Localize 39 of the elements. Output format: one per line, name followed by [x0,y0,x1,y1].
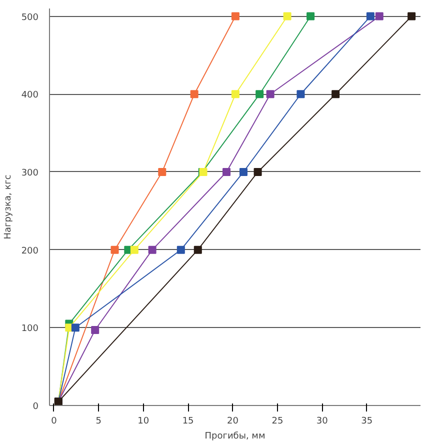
point [366,12,374,20]
x-tick-label: 30 [316,416,328,426]
x-tick-label: 0 [51,416,58,426]
x-tick-label: 10 [138,416,150,426]
point [231,90,240,98]
y-tick-label: 0 [32,402,39,412]
point [408,12,416,20]
point [110,246,119,254]
point [130,246,138,254]
point [176,246,185,254]
x-tick-label: 20 [227,416,239,426]
y-tick-label: 200 [21,246,39,256]
y-tick-label: 400 [21,90,39,101]
point [190,90,198,98]
point [222,168,231,176]
point [296,90,305,98]
point [194,246,202,254]
point [254,168,262,176]
point [283,12,292,20]
point [239,168,248,176]
x-tick-label: 35 [361,416,373,426]
point [256,90,264,98]
point [231,12,240,20]
point [306,12,315,20]
y-tick-label: 300 [21,168,39,178]
point [71,324,80,332]
x-tick-label: 25 [272,416,284,426]
point [148,246,156,254]
point [266,90,274,98]
y-tick-label: 100 [21,324,39,334]
point [158,168,166,176]
point [91,326,100,334]
point [375,12,384,20]
x-tick-label: 15 [182,416,194,426]
x-tick-label: 5 [96,416,102,426]
y-axis-title: Нагрузка, кгс [3,174,14,240]
point [332,90,340,98]
y-tick-label: 500 [21,12,39,23]
x-axis-title: Прогибы, мм [204,432,266,442]
